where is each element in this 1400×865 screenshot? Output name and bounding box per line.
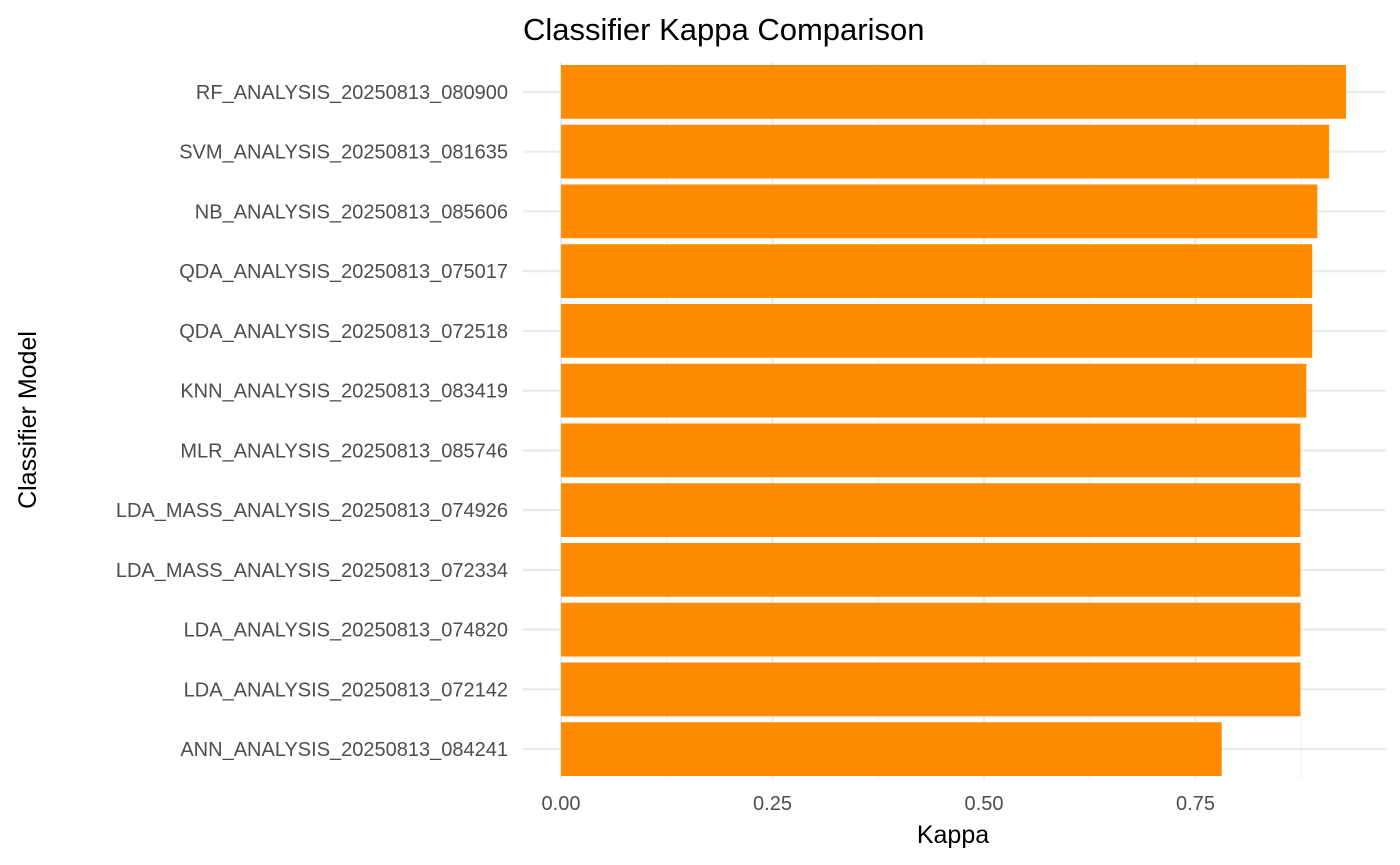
bar (561, 303, 1313, 358)
bar (561, 184, 1318, 239)
y-tick-label: LDA_ANALYSIS_20250813_072142 (184, 679, 508, 701)
bar (561, 423, 1301, 478)
y-tick-label: LDA_MASS_ANALYSIS_20250813_072334 (116, 560, 508, 582)
y-tick-label: SVM_ANALYSIS_20250813_081635 (179, 142, 508, 164)
bar (561, 483, 1301, 538)
y-tick-label: RF_ANALYSIS_20250813_080900 (196, 82, 508, 104)
y-tick-label: KNN_ANALYSIS_20250813_083419 (180, 381, 508, 403)
bars (561, 64, 1347, 777)
bar (561, 542, 1301, 597)
y-tick-label: QDA_ANALYSIS_20250813_072518 (179, 321, 508, 343)
x-tick-label: 0.00 (542, 793, 581, 815)
y-tick-label: QDA_ANALYSIS_20250813_075017 (179, 261, 508, 283)
bar (561, 722, 1222, 777)
bar (561, 124, 1330, 179)
y-tick-labels: RF_ANALYSIS_20250813_080900 SVM_ANALYSIS_… (116, 82, 508, 761)
x-tick-labels: 0.00 0.25 0.50 0.75 (542, 793, 1215, 815)
y-tick-label: NB_ANALYSIS_20250813_085606 (195, 201, 508, 223)
x-tick-label: 0.25 (753, 793, 792, 815)
y-tick-label: ANN_ANALYSIS_20250813_084241 (180, 739, 508, 761)
x-tick-label: 0.75 (1176, 793, 1215, 815)
y-tick-label: LDA_ANALYSIS_20250813_074820 (184, 620, 508, 642)
x-tick-label: 0.50 (965, 793, 1004, 815)
bar (561, 662, 1301, 717)
x-axis-title: Kappa (917, 821, 989, 849)
y-axis-title: Classifier Model (14, 331, 42, 509)
y-tick-label: LDA_MASS_ANALYSIS_20250813_074926 (116, 500, 508, 522)
y-tick-label: MLR_ANALYSIS_20250813_085746 (180, 440, 508, 462)
chart-title: Classifier Kappa Comparison (523, 12, 924, 47)
bar (561, 244, 1313, 299)
bar (561, 363, 1307, 418)
bar (561, 602, 1301, 657)
bar (561, 64, 1347, 119)
